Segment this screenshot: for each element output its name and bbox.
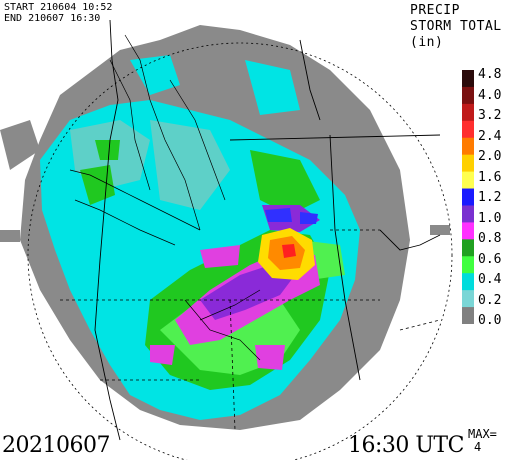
scale-tick-label: 1.6 — [478, 169, 502, 185]
color-scale-swatch — [462, 154, 474, 173]
color-scale-swatch — [462, 205, 474, 223]
scale-tick-label: 0.0 — [478, 313, 502, 328]
start-time-label: START 210604 10:52 — [4, 2, 113, 13]
max-value: 4 — [474, 440, 482, 454]
color-scale-swatch — [462, 171, 474, 190]
color-scale-swatch — [462, 86, 474, 105]
scale-tick-label: 1.2 — [478, 190, 502, 205]
product-units: (in) — [410, 35, 444, 50]
color-scale-swatch — [462, 256, 474, 274]
color-scale-swatch — [462, 137, 474, 156]
scale-tick-label: 4.0 — [478, 87, 502, 103]
scale-tick-label: 2.4 — [478, 128, 502, 144]
scale-tick-label: 4.8 — [478, 67, 502, 82]
color-scale-swatch — [462, 188, 474, 206]
color-scale-swatch — [462, 307, 474, 324]
color-scale-swatch — [462, 70, 474, 88]
blue-echo-layer — [265, 208, 318, 224]
scale-tick-label: 1.0 — [478, 210, 502, 226]
product-title-line2: STORM TOTAL — [410, 19, 502, 34]
product-title-line1: PRECIP — [410, 3, 460, 18]
range-ring — [27, 42, 453, 460]
scale-tick-label: 2.0 — [478, 149, 502, 164]
political-borders — [94, 19, 441, 441]
color-scale-bar — [462, 70, 474, 324]
scale-tick-label: 3.2 — [478, 108, 502, 123]
scale-tick-label: 0.8 — [478, 231, 502, 246]
scale-tick-label: 0.2 — [478, 292, 502, 308]
color-scale-swatch — [462, 103, 474, 122]
scale-tick-label: 0.6 — [478, 251, 502, 267]
color-scale-swatch — [462, 273, 474, 291]
end-time-label: END 210607 16:30 — [4, 13, 101, 24]
color-scale-swatch — [462, 290, 474, 308]
time-label: 16:30 UTC — [348, 433, 464, 458]
scale-tick-label: 0.4 — [478, 272, 502, 287]
date-label: 20210607 — [2, 433, 110, 458]
dashed-borders — [60, 229, 441, 431]
max-label: MAX= — [468, 427, 497, 441]
color-scale-swatch — [462, 239, 474, 257]
color-scale-swatch — [462, 120, 474, 139]
color-scale-swatch — [462, 222, 474, 240]
heavy-core-layer — [258, 228, 315, 280]
